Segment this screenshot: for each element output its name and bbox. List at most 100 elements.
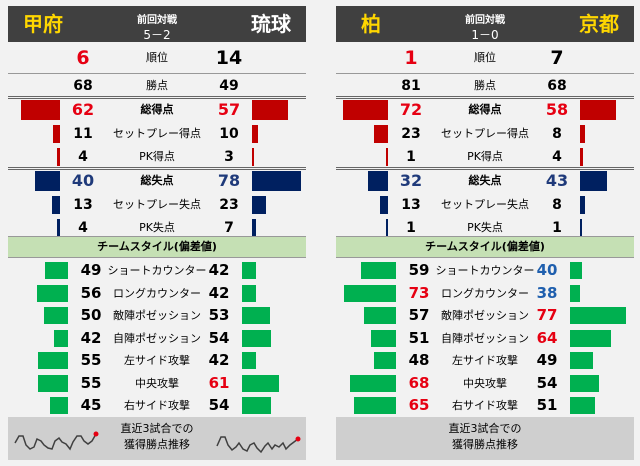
home-style-value: 59	[408, 261, 430, 279]
away-bar	[252, 148, 254, 166]
stat-label: セットプレー得点	[441, 127, 529, 140]
away-bar	[580, 125, 585, 143]
home-style-bar	[50, 397, 68, 414]
style-row: 55 61 中央攻撃	[8, 373, 306, 394]
style-label: 左サイド攻撃	[452, 354, 518, 367]
stat-row-goals-for: 62 57 総得点	[8, 99, 306, 121]
home-bar	[52, 196, 60, 214]
recent-points-footer: 直近3試合での 獲得勝点推移	[8, 417, 306, 460]
away-sparkline-latest-point	[295, 436, 301, 442]
away-style-bar	[242, 352, 256, 369]
home-sparkline-line	[14, 433, 97, 451]
home-style-bar	[45, 262, 68, 279]
recent-points-footer: 直近3試合での 獲得勝点推移	[336, 417, 634, 460]
home-bar	[386, 148, 388, 166]
away-value: 58	[545, 100, 569, 119]
away-style-bar	[570, 262, 582, 279]
recent-points-label: 直近3試合での 獲得勝点推移	[435, 421, 535, 453]
home-value: 4	[78, 220, 88, 236]
away-style-bar	[242, 374, 279, 392]
away-style-value: 54	[208, 328, 230, 347]
home-value: 13	[401, 197, 421, 213]
away-value: 57	[217, 100, 241, 119]
style-row: 55 42 左サイド攻撃	[8, 350, 306, 371]
home-style-value: 68	[408, 373, 430, 392]
away-bar	[252, 171, 301, 191]
away-style-bar	[570, 329, 611, 347]
home-value: 32	[399, 171, 423, 190]
home-value: 13	[73, 197, 93, 213]
home-value: 1	[406, 149, 416, 165]
team-style-header: チームスタイル(偏差値)	[336, 236, 634, 258]
away-style-bar	[570, 284, 580, 302]
style-label: 自陣ポゼッション	[441, 331, 529, 345]
away-style-value: 42	[208, 261, 230, 279]
away-style-bar	[242, 262, 256, 279]
away-value: 78	[217, 171, 241, 190]
stat-row-rank: 6 14 順位	[8, 46, 306, 70]
away-style-value: 42	[208, 351, 230, 369]
stat-row-sp-goals-against: 13 8 セットプレー失点	[336, 195, 634, 215]
away-value: 1	[552, 220, 562, 236]
style-row: 50 53 敵陣ポゼッション	[8, 305, 306, 326]
style-row: 48 49 左サイド攻撃	[336, 350, 634, 371]
stat-label: セットプレー得点	[113, 127, 201, 140]
away-value: 8	[552, 197, 562, 213]
stat-row-points: 81 68 勝点	[336, 76, 634, 96]
stat-label: 勝点	[146, 79, 168, 92]
home-style-value: 55	[80, 351, 102, 369]
stat-row-pk-goals-for: 4 3 PK得点	[8, 147, 306, 167]
home-style-bar	[364, 307, 396, 324]
stat-label: 総得点	[468, 103, 502, 116]
home-bar	[374, 125, 388, 143]
away-bar	[252, 196, 266, 214]
prev-match-score: 5－2	[143, 28, 171, 42]
away-sparkline	[216, 436, 301, 454]
away-sparkline-line	[216, 436, 299, 454]
home-value: 81	[401, 78, 421, 94]
style-label: ショートカウンター	[107, 264, 207, 277]
home-style-bar	[37, 284, 68, 302]
row-separator	[336, 167, 634, 170]
away-style-value: 51	[536, 396, 558, 414]
home-style-value: 49	[80, 261, 102, 279]
home-bar	[386, 219, 388, 237]
home-style-bar	[350, 374, 396, 392]
home-team-name: 甲府	[23, 12, 63, 36]
home-style-value: 57	[408, 306, 430, 324]
away-team-name: 琉球	[251, 12, 291, 36]
home-style-value: 48	[408, 351, 430, 369]
stat-row-pk-goals-against: 4 7 PK失点	[8, 218, 306, 238]
home-value: 1	[406, 220, 416, 236]
away-bar	[252, 100, 288, 120]
stat-label: PK失点	[139, 221, 175, 234]
away-value: 14	[215, 47, 243, 69]
home-style-bar	[371, 329, 396, 347]
home-style-value: 65	[408, 396, 430, 414]
away-value: 10	[219, 126, 239, 142]
match-panel-kofu-ryukyu: 甲府 前回対戦 5－2 琉球 6 14 順位 68 49 勝点 62 57 総得点 11 10 セット…	[8, 6, 306, 460]
stat-row-points: 68 49 勝点	[8, 76, 306, 96]
home-bar	[57, 148, 60, 166]
stat-label: PK失点	[467, 221, 503, 234]
home-sparkline-latest-point	[93, 431, 99, 437]
stat-row-goals-for: 72 58 総得点	[336, 99, 634, 121]
home-bar	[380, 196, 388, 214]
stat-label: 総失点	[468, 174, 502, 187]
away-value: 7	[550, 47, 564, 69]
recent-points-label-line2: 獲得勝点推移	[124, 438, 190, 451]
away-style-value: 42	[208, 283, 230, 302]
home-bar	[368, 171, 388, 191]
prev-match-label: 前回対戦	[137, 15, 177, 26]
stat-row-pk-goals-for: 1 4 PK得点	[336, 147, 634, 167]
away-value: 49	[219, 78, 239, 94]
home-style-bar	[374, 352, 396, 369]
recent-points-label-line1: 直近3試合での	[120, 422, 194, 435]
away-value: 4	[552, 149, 562, 165]
home-style-value: 45	[80, 396, 102, 414]
style-row: 73 38 ロングカウンター	[336, 283, 634, 304]
away-value: 43	[545, 171, 569, 190]
home-style-value: 56	[80, 283, 102, 302]
home-value: 11	[73, 126, 93, 142]
home-style-value: 51	[408, 328, 430, 347]
